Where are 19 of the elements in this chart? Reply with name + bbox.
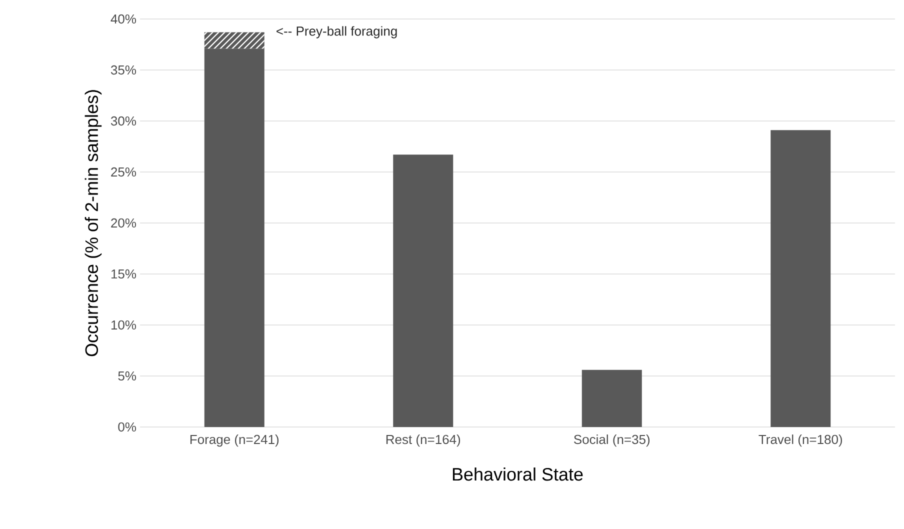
y-tick-label: 10% <box>111 320 136 330</box>
bar <box>770 130 831 427</box>
y-tick-label: 40% <box>110 14 136 24</box>
x-tick-label: Forage (n=241) <box>190 434 279 447</box>
x-tick-label: Travel (n=180) <box>758 434 842 447</box>
y-tick-label: 25% <box>111 167 136 177</box>
y-tick-label: 30% <box>110 116 136 126</box>
x-axis-title: Behavioral State <box>452 467 583 481</box>
y-tick-label: 20% <box>111 218 136 228</box>
x-tick-label: Rest (n=164) <box>386 434 460 447</box>
x-tick-label: Social (n=35) <box>574 434 650 447</box>
bar <box>582 370 642 427</box>
annotation: <-- Prey-ball foraging <box>276 26 397 38</box>
y-tick-label: 0% <box>118 422 136 432</box>
y-axis-title: Occurrence (% of 2-min samples) <box>84 90 102 356</box>
y-tick-label: 15% <box>111 269 136 279</box>
y-tick-label: 5% <box>118 371 136 381</box>
y-tick-label: 35% <box>110 65 136 75</box>
bar <box>393 154 454 427</box>
